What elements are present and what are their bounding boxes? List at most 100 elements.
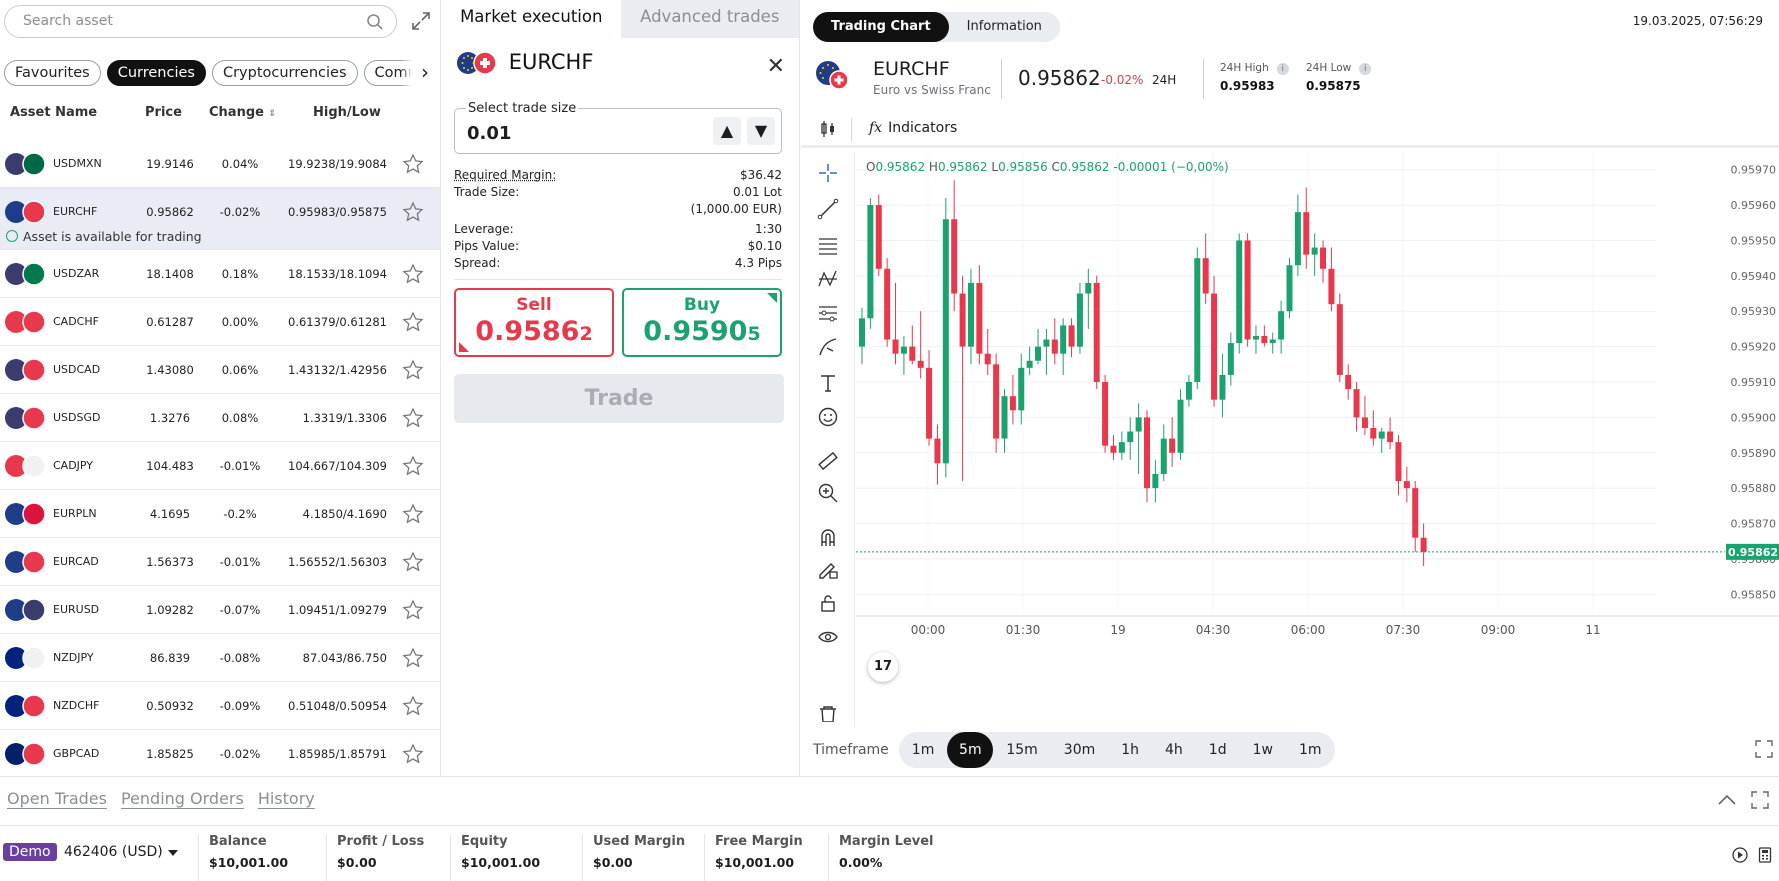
table-row[interactable]: USDCAD 1.43080 0.06% 1.43132/1.42956 xyxy=(0,346,441,394)
table-row[interactable]: EURUSD 1.09282 -0.07% 1.09451/1.09279 xyxy=(0,586,441,634)
table-row[interactable]: EURPLN 4.1695 -0.2% 4.1850/4.1690 xyxy=(0,490,441,538)
category-favourites[interactable]: Favourites xyxy=(4,60,101,86)
tab-advanced-trades[interactable]: Advanced trades xyxy=(621,0,800,38)
star-icon[interactable] xyxy=(402,153,424,175)
emoji-icon[interactable] xyxy=(817,406,839,428)
ruler-icon[interactable] xyxy=(817,450,839,472)
chevron-down-icon[interactable] xyxy=(168,850,178,856)
calculator-icon[interactable] xyxy=(1757,847,1773,863)
timeframe-5m[interactable]: 5m xyxy=(947,732,993,768)
buy-label: Buy xyxy=(624,295,780,315)
table-row[interactable]: NZDJPY 86.839 -0.08% 87.043/86.750 xyxy=(0,634,441,682)
check-circle-icon xyxy=(6,230,18,242)
table-row[interactable]: CADJPY 104.483 -0.01% 104.667/104.309 xyxy=(0,442,441,490)
sell-button[interactable]: Sell 0.95862 xyxy=(454,288,614,357)
table-row[interactable]: EURCAD 1.56373 -0.01% 1.56552/1.56303 xyxy=(0,538,441,586)
candles-icon[interactable] xyxy=(819,120,837,138)
star-icon[interactable] xyxy=(402,311,424,333)
star-icon[interactable] xyxy=(402,503,424,525)
timeframe-1m[interactable]: 1m xyxy=(899,732,948,768)
table-row[interactable]: EURCHF 0.95862 -0.02% 0.95983/0.95875 Asset … xyxy=(0,188,441,250)
table-row[interactable]: USDMXN 19.9146 0.04% 19.9238/19.9084 xyxy=(0,140,441,188)
tab-information[interactable]: Information xyxy=(949,12,1060,42)
asset-name: EURCAD xyxy=(53,555,99,568)
fib-lines-icon[interactable] xyxy=(817,234,839,256)
eye-icon[interactable] xyxy=(817,626,839,648)
star-icon[interactable] xyxy=(402,263,424,285)
search-input[interactable]: Search asset xyxy=(4,5,397,38)
trend-line-icon[interactable] xyxy=(817,198,839,220)
zoom-in-icon[interactable] xyxy=(817,482,839,504)
info-icon[interactable]: i xyxy=(1359,63,1371,75)
account-number[interactable]: 462406 (USD) xyxy=(64,844,163,860)
tab-history[interactable]: History xyxy=(258,789,315,808)
table-row[interactable]: CADCHF 0.61287 0.00% 0.61379/0.61281 xyxy=(0,298,441,346)
tab-open-trades[interactable]: Open Trades xyxy=(7,789,107,808)
table-row[interactable]: USDSGD 1.3276 0.08% 1.3319/1.3306 xyxy=(0,394,441,442)
tab-market-execution[interactable]: Market execution xyxy=(442,0,621,38)
buy-button[interactable]: Buy 0.95905 xyxy=(622,288,782,357)
timeframe-1m[interactable]: 1m xyxy=(1286,732,1335,768)
star-icon[interactable] xyxy=(402,647,424,669)
star-icon[interactable] xyxy=(402,201,424,223)
star-icon[interactable] xyxy=(402,359,424,381)
candle-body xyxy=(960,294,966,347)
pattern-icon[interactable] xyxy=(817,268,839,290)
category-currencies[interactable]: Currencies xyxy=(107,60,206,86)
star-icon[interactable] xyxy=(402,599,424,621)
star-icon[interactable] xyxy=(402,743,424,765)
chevron-up-icon[interactable] xyxy=(1717,791,1737,807)
header-asset-name[interactable]: Asset Name xyxy=(10,105,97,120)
stay-drawing-icon[interactable] xyxy=(817,558,839,580)
table-row[interactable]: GBPCAD 1.85825 -0.02% 1.85985/1.85791 xyxy=(0,730,441,776)
close-icon[interactable]: ✕ xyxy=(767,54,785,79)
trade-size-value[interactable]: 0.01 xyxy=(467,123,511,144)
header-high-low[interactable]: High/Low xyxy=(313,105,381,120)
timeframe-4h[interactable]: 4h xyxy=(1152,732,1196,768)
timeframe-1h[interactable]: 1h xyxy=(1108,732,1152,768)
fullscreen-icon[interactable] xyxy=(1755,740,1773,758)
price-chart[interactable]: 0.95970 0.95960 0.95950 0.95940 0.95930 0.959… xyxy=(856,152,1779,698)
projection-icon[interactable] xyxy=(817,302,839,324)
table-row[interactable]: USDZAR 18.1408 0.18% 18.1533/18.1094 xyxy=(0,250,441,298)
chevron-up-icon[interactable]: ▲ xyxy=(713,117,741,145)
crosshair-icon[interactable] xyxy=(817,162,839,184)
timeframe-30m[interactable]: 30m xyxy=(1051,732,1108,768)
header-change[interactable]: Change ⇕ xyxy=(209,105,276,120)
chevron-down-icon[interactable]: ▼ xyxy=(747,117,775,145)
ohlc-change: -0.00001 (−0,00%) xyxy=(1113,160,1228,174)
tab-trading-chart[interactable]: Trading Chart xyxy=(813,12,949,42)
indicators-button[interactable]: fx Indicators xyxy=(869,120,957,136)
candlestick-chart[interactable]: 0.95970 0.95960 0.95950 0.95940 0.95930 0.959… xyxy=(856,152,1779,698)
star-icon[interactable] xyxy=(402,407,424,429)
trade-size-field[interactable]: Select trade size 0.01 ▲ ▼ xyxy=(454,108,782,154)
text-icon[interactable] xyxy=(817,372,839,394)
star-icon[interactable] xyxy=(402,551,424,573)
tab-pending-orders[interactable]: Pending Orders xyxy=(121,789,244,808)
star-icon[interactable] xyxy=(402,695,424,717)
timeframe-1w[interactable]: 1w xyxy=(1240,732,1286,768)
chevron-right-icon[interactable]: › xyxy=(401,60,429,86)
sort-icon[interactable]: ⇕ xyxy=(268,109,276,119)
detail-value: 1:30 xyxy=(755,222,782,236)
timeframe-15m[interactable]: 15m xyxy=(993,732,1050,768)
play-icon[interactable] xyxy=(1732,847,1748,863)
lock-icon[interactable] xyxy=(817,592,839,614)
timeframe-1d[interactable]: 1d xyxy=(1196,732,1240,768)
search-icon[interactable] xyxy=(366,13,384,31)
tradingview-logo-icon[interactable]: 17 xyxy=(868,652,898,682)
trash-icon[interactable] xyxy=(817,706,839,722)
header-price[interactable]: Price xyxy=(145,105,182,120)
star-icon[interactable] xyxy=(402,455,424,477)
candle-body xyxy=(976,283,982,354)
trade-button[interactable]: Trade xyxy=(454,374,784,423)
info-icon[interactable]: i xyxy=(1277,63,1289,75)
asset-high-low: 19.9238/19.9084 xyxy=(282,157,387,171)
brush-icon[interactable] xyxy=(817,336,839,358)
table-row[interactable]: NZDCHF 0.50932 -0.09% 0.51048/0.50954 xyxy=(0,682,441,730)
asset-name: EURPLN xyxy=(53,507,97,520)
magnet-icon[interactable] xyxy=(817,526,839,548)
category-cryptocurrencies[interactable]: Cryptocurrencies xyxy=(212,60,358,86)
fullscreen-icon[interactable] xyxy=(1751,791,1769,809)
expand-icon[interactable] xyxy=(410,10,432,32)
